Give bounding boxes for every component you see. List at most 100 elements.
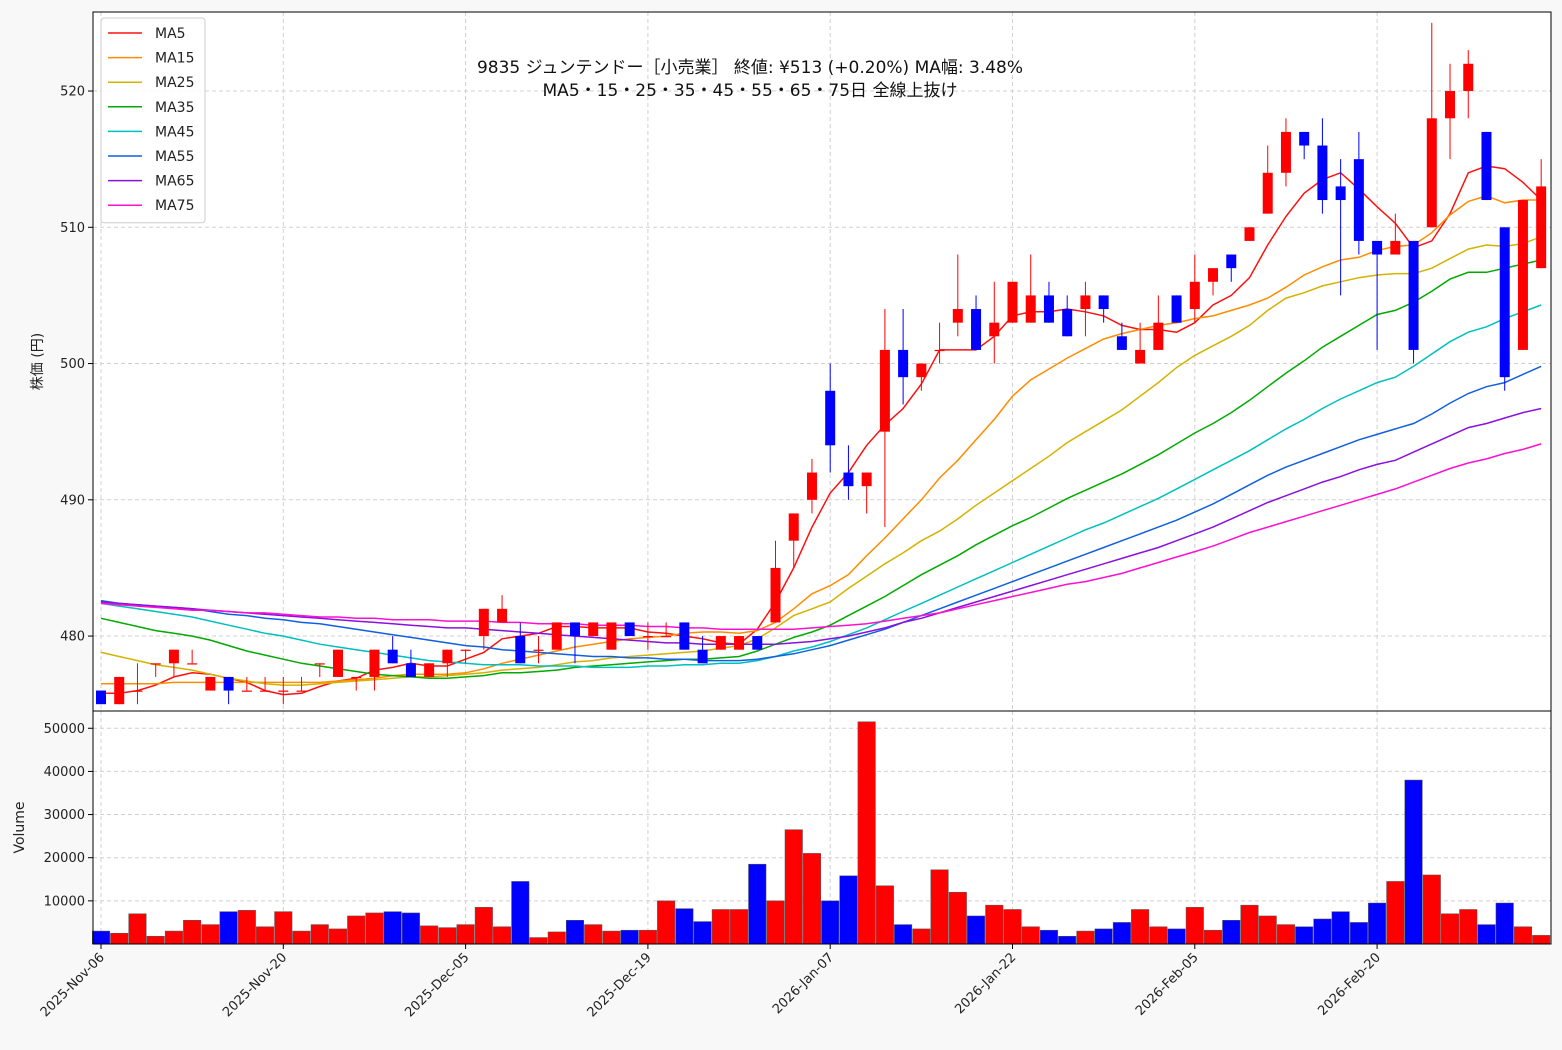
ma-line-ma45: [100, 304, 1542, 669]
candle: [1335, 159, 1346, 296]
volume-bar: [401, 912, 420, 945]
price-y-axis-label: 株価 (円): [30, 333, 46, 390]
candle: [1317, 118, 1328, 214]
candle-body: [351, 676, 362, 679]
volume-bar: [128, 913, 147, 945]
candle: [551, 622, 562, 650]
candle-body: [1244, 227, 1255, 241]
volume-bar: [328, 928, 347, 945]
volume-bar: [1185, 907, 1204, 945]
volume-bar: [1313, 918, 1332, 945]
volume-bar: [183, 920, 202, 945]
candle-body: [1463, 63, 1474, 92]
candle: [697, 636, 708, 664]
volume-bar: [693, 921, 712, 945]
volume-bar: [1131, 909, 1150, 945]
candle-body: [1116, 336, 1127, 350]
volume-bar: [1441, 913, 1460, 945]
candle: [934, 322, 945, 364]
legend-label: MA55: [155, 149, 194, 165]
volume-bar: [201, 924, 220, 945]
candle: [806, 458, 817, 514]
candle: [1007, 281, 1018, 323]
volume-bar: [511, 881, 530, 945]
candle-body: [1280, 131, 1291, 173]
candle-body: [1426, 118, 1437, 228]
candle: [405, 649, 416, 677]
volume-bar: [766, 900, 785, 945]
legend-item: MA55: [108, 149, 194, 165]
volume-bar: [92, 930, 110, 945]
candle: [260, 676, 271, 692]
candle-body: [1025, 295, 1036, 323]
candle-body: [96, 690, 106, 705]
candle: [1025, 254, 1036, 323]
candle: [424, 663, 435, 677]
candle-body: [442, 649, 453, 664]
volume-bar: [584, 924, 603, 945]
candle: [1189, 254, 1200, 323]
volume-bar: [1331, 911, 1350, 945]
candle-body: [734, 636, 745, 650]
candle: [952, 254, 963, 337]
candle: [1445, 63, 1456, 160]
volume-bar: [857, 721, 876, 945]
volume-bar: [839, 875, 858, 945]
volume-bar: [365, 912, 384, 945]
candle: [278, 676, 289, 705]
candle-body: [770, 567, 781, 623]
candle: [1262, 145, 1273, 214]
candle: [1372, 240, 1383, 350]
candle-body: [205, 676, 216, 691]
candle: [1043, 281, 1054, 323]
volume-bar: [1532, 935, 1551, 945]
volume-bar: [1477, 924, 1496, 945]
candle-body: [278, 690, 289, 692]
volume-bar: [219, 911, 238, 945]
candle-body: [1517, 200, 1528, 350]
legend-item: MA75: [108, 198, 194, 214]
volume-bar: [1349, 922, 1368, 945]
candle: [971, 295, 982, 350]
legend-item: MA15: [108, 51, 194, 67]
candle: [1098, 295, 1109, 323]
volume-bar: [565, 920, 584, 945]
candle: [1153, 295, 1164, 350]
volume-bar: [657, 900, 676, 945]
volume-bar: [875, 885, 894, 945]
candle: [1499, 227, 1510, 391]
moving-average-lines: [100, 165, 1542, 696]
candle: [96, 690, 106, 705]
candle-body: [1299, 131, 1310, 146]
volume-bar: [1167, 928, 1186, 945]
legend-item: MA45: [108, 124, 194, 140]
candle: [1080, 281, 1091, 337]
volume-bar: [1295, 926, 1314, 945]
candle: [1517, 200, 1528, 350]
legend-item: MA25: [108, 75, 194, 91]
candle-body: [1189, 281, 1200, 310]
volume-bar: [930, 869, 949, 945]
volume-y-tick-label: 10000: [44, 894, 85, 909]
volume-bar: [948, 891, 967, 945]
candle-body: [1080, 295, 1091, 310]
candle: [1463, 50, 1474, 119]
candle-body: [533, 649, 544, 651]
candle-body: [150, 663, 161, 665]
candle-body: [1353, 159, 1364, 241]
ma-line-ma65: [100, 407, 1542, 645]
legend-label: MA25: [155, 75, 194, 91]
volume-bar: [474, 907, 493, 945]
volume-y-axis-label: Volume: [12, 801, 28, 853]
candle-body: [424, 663, 435, 677]
candle: [715, 636, 726, 650]
volume-bar: [912, 928, 931, 945]
volume-bar: [110, 932, 129, 945]
price-plot-area: [93, 12, 1551, 711]
candle-body: [1481, 131, 1492, 201]
volume-bar: [1039, 929, 1058, 945]
candle: [497, 595, 508, 623]
candle-body: [114, 676, 125, 705]
candle: [1408, 240, 1419, 364]
